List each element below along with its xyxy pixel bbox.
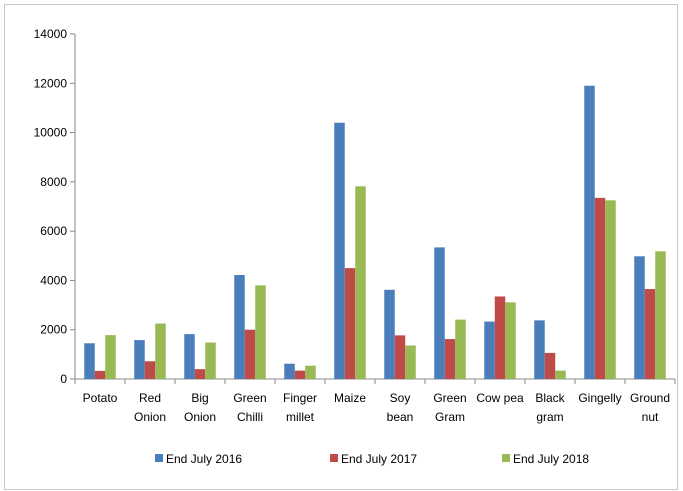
- bar-1: [434, 247, 445, 379]
- y-tick-label: 4000: [40, 273, 67, 287]
- x-tick-label: Red Onion: [134, 391, 166, 424]
- bars: [84, 85, 666, 379]
- y-tick-label: 2000: [40, 323, 67, 337]
- y-tick-label: 12000: [34, 76, 68, 90]
- y-axis: 0 2000 4000 6000 8000 10000 12000 14000: [34, 27, 76, 386]
- bar-2: [344, 268, 356, 379]
- y-tick-label: 10000: [34, 126, 68, 140]
- bar-1: [384, 289, 395, 379]
- bar-3: [655, 251, 666, 379]
- y-tick-label: 0: [60, 372, 67, 386]
- bar-1: [534, 320, 545, 379]
- x-tick-label: Black gram: [535, 391, 565, 424]
- legend-item: End July 2016: [155, 452, 242, 466]
- bar-3: [455, 319, 466, 379]
- legend-label: End July 2016: [166, 452, 242, 466]
- bar-1: [134, 340, 145, 379]
- bar-2: [644, 289, 656, 379]
- x-tick-label: Ground nut: [630, 391, 670, 424]
- bar-3: [105, 335, 116, 379]
- x-tick-label: Maize: [334, 391, 366, 405]
- x-tick-label: Big Onion: [184, 391, 216, 424]
- bar-2: [594, 197, 606, 379]
- x-tick-label: Cow pea: [476, 391, 524, 405]
- bar-3: [305, 365, 316, 379]
- bar-1: [184, 334, 195, 379]
- legend-item: End July 2018: [502, 452, 589, 466]
- y-tick-label: 14000: [34, 27, 68, 41]
- bar-1: [484, 321, 495, 379]
- bar-3: [355, 186, 366, 379]
- bar-1: [284, 363, 295, 379]
- chart-frame: 0 2000 4000 6000 8000 10000 12000 14000 Potato R…: [4, 4, 678, 490]
- bar-2: [494, 296, 506, 379]
- category-labels: Potato Red Onion Big Onion Green Chilli Finger m…: [83, 391, 670, 424]
- x-tick-label: Potato: [83, 391, 118, 405]
- bar-2: [544, 352, 556, 379]
- x-tick-label: Soy bean: [387, 391, 414, 424]
- bar-2: [94, 370, 106, 379]
- bar-3: [255, 285, 266, 379]
- x-tick-label: Gingelly: [578, 391, 621, 405]
- bar-2: [194, 369, 206, 379]
- legend-swatch: [502, 454, 510, 462]
- bar-2: [144, 361, 156, 379]
- bar-1: [84, 343, 95, 379]
- x-tick-label: Green Chilli: [233, 391, 266, 424]
- x-tick-label: Green Gram: [433, 391, 466, 424]
- x-axis: [74, 378, 676, 384]
- x-tick-label: Finger millet: [283, 391, 317, 424]
- bar-1: [334, 122, 345, 379]
- bar-3: [555, 370, 566, 379]
- legend-label: End July 2017: [341, 452, 417, 466]
- bar-2: [444, 339, 456, 379]
- legend-swatch: [155, 454, 163, 462]
- bar-3: [155, 323, 166, 379]
- legend-label: End July 2018: [513, 452, 589, 466]
- legend: End July 2016 End July 2017 End July 2018: [155, 452, 589, 466]
- bar-3: [605, 200, 616, 379]
- bar-3: [205, 342, 216, 379]
- bar-2: [394, 335, 406, 379]
- bar-2: [244, 329, 256, 379]
- bar-2: [294, 370, 306, 379]
- bar-1: [634, 256, 645, 379]
- bar-3: [405, 345, 416, 379]
- legend-swatch: [330, 454, 338, 462]
- bar-1: [234, 275, 245, 379]
- y-tick-label: 6000: [40, 224, 67, 238]
- legend-item: End July 2017: [330, 452, 417, 466]
- y-tick-label: 8000: [40, 175, 67, 189]
- bar-3: [505, 302, 516, 379]
- bar-1: [584, 85, 595, 379]
- bar-chart: 0 2000 4000 6000 8000 10000 12000 14000 Potato R…: [34, 27, 676, 466]
